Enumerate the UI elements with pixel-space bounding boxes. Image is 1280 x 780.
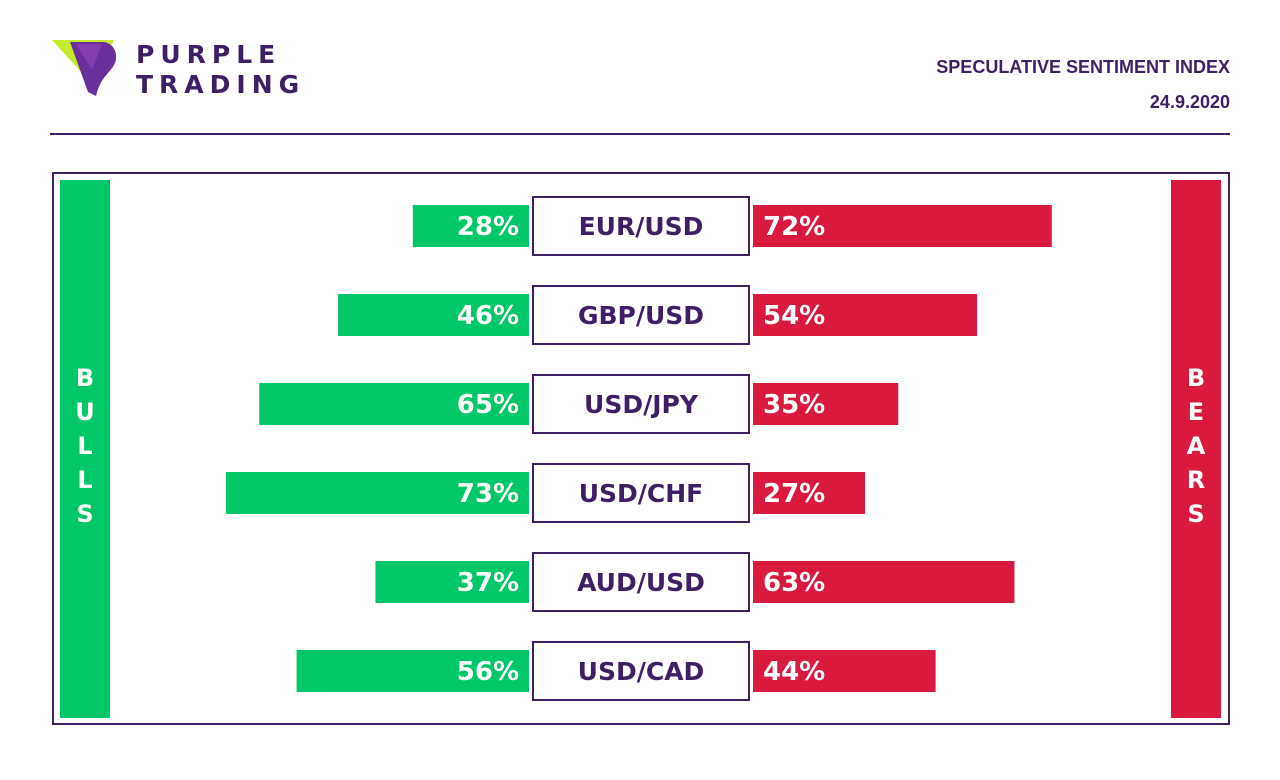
bulls-value-label-usd-chf: 73%: [457, 479, 519, 509]
bulls-value-label-gbp-usd: 46%: [457, 301, 519, 331]
bulls-bar-aud-usd: [375, 561, 529, 603]
page-title: SPECULATIVE SENTIMENT INDEX: [936, 57, 1230, 77]
bears-bar-gbp-usd: [753, 294, 978, 336]
bulls-label: BULLS: [71, 364, 99, 534]
bears-value-label-aud-usd: 63%: [763, 568, 825, 598]
pair-label-usd-cad: USD/CAD: [578, 657, 705, 686]
bulls-side-bar: BULLS: [60, 180, 110, 718]
bears-bar-aud-usd: [753, 561, 1015, 603]
bears-value-label-usd-chf: 27%: [763, 479, 825, 509]
chart-frame: [52, 172, 1230, 725]
bulls-bar-usd-cad: [296, 650, 529, 692]
pair-label-aud-usd: AUD/USD: [577, 568, 705, 597]
pair-box-usd-jpy: [532, 374, 750, 434]
brand-wordmark: PURPLE TRADING: [136, 40, 305, 100]
bears-value-label-usd-cad: 44%: [763, 657, 825, 687]
bulls-value-label-usd-jpy: 65%: [457, 390, 519, 420]
pair-box-aud-usd: [532, 552, 750, 612]
pair-box-usd-chf: [532, 463, 750, 523]
pair-box-eur-usd: [532, 196, 750, 256]
pair-box-usd-cad: [532, 641, 750, 701]
bears-bar-eur-usd: [753, 205, 1052, 247]
bulls-value-label-aud-usd: 37%: [457, 568, 519, 598]
purple-trading-logo-icon: [52, 40, 117, 96]
bulls-bar-eur-usd: [412, 205, 529, 247]
bears-label: BEARS: [1182, 364, 1210, 534]
pair-label-usd-chf: USD/CHF: [579, 479, 704, 508]
pair-label-usd-jpy: USD/JPY: [584, 390, 699, 419]
brand-line-1: PURPLE: [136, 40, 282, 69]
bulls-bar-usd-jpy: [259, 383, 529, 425]
header: PURPLE TRADING SPECULATIVE SENTIMENT IND…: [0, 0, 1280, 140]
pair-label-gbp-usd: GBP/USD: [578, 301, 704, 330]
pair-box-gbp-usd: [532, 285, 750, 345]
bears-bar-usd-jpy: [753, 383, 899, 425]
bears-bar-usd-chf: [753, 472, 866, 514]
bulls-bar-gbp-usd: [338, 294, 529, 336]
bears-value-label-usd-jpy: 35%: [763, 390, 825, 420]
pair-label-eur-usd: EUR/USD: [579, 212, 704, 241]
bulls-bar-usd-chf: [226, 472, 530, 514]
bulls-value-label-eur-usd: 28%: [457, 212, 519, 242]
header-divider: [50, 133, 1230, 135]
brand-line-2: TRADING: [136, 70, 306, 99]
bears-side-bar: BEARS: [1171, 180, 1221, 718]
bulls-value-label-usd-cad: 56%: [457, 657, 519, 687]
bears-value-label-gbp-usd: 54%: [763, 301, 825, 331]
bears-value-label-eur-usd: 72%: [763, 212, 825, 242]
report-date: 24.9.2020: [1149, 92, 1230, 112]
bears-bar-usd-cad: [753, 650, 936, 692]
